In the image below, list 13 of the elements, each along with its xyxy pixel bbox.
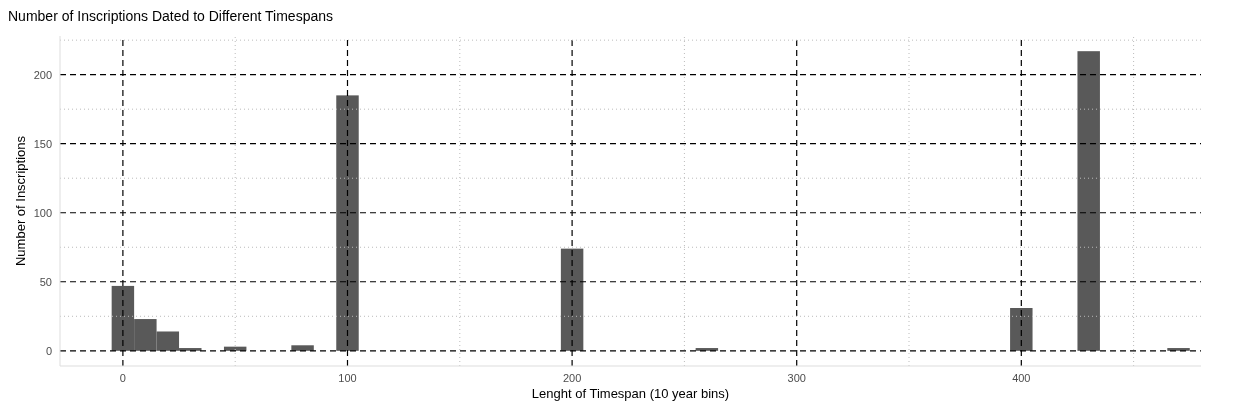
x-tick-label: 0 — [119, 371, 126, 384]
y-tick-label: 200 — [33, 68, 52, 81]
x-tick-label: 300 — [787, 371, 806, 384]
y-axis-title: Number of Inscriptions — [12, 135, 28, 267]
chart-title: Number of Inscriptions Dated to Different Timespans — [8, 8, 334, 26]
y-tick-label: 0 — [45, 344, 52, 357]
y-tick-label: 100 — [33, 206, 52, 219]
x-tick-label: 400 — [1012, 371, 1031, 384]
x-tick-label: 100 — [338, 371, 357, 384]
x-axis-title: Lenght of Timespan (10 year bins) — [531, 386, 730, 401]
y-tick-label: 150 — [33, 137, 52, 150]
y-tick-label: 50 — [39, 275, 52, 288]
x-tick-label: 200 — [562, 371, 582, 384]
